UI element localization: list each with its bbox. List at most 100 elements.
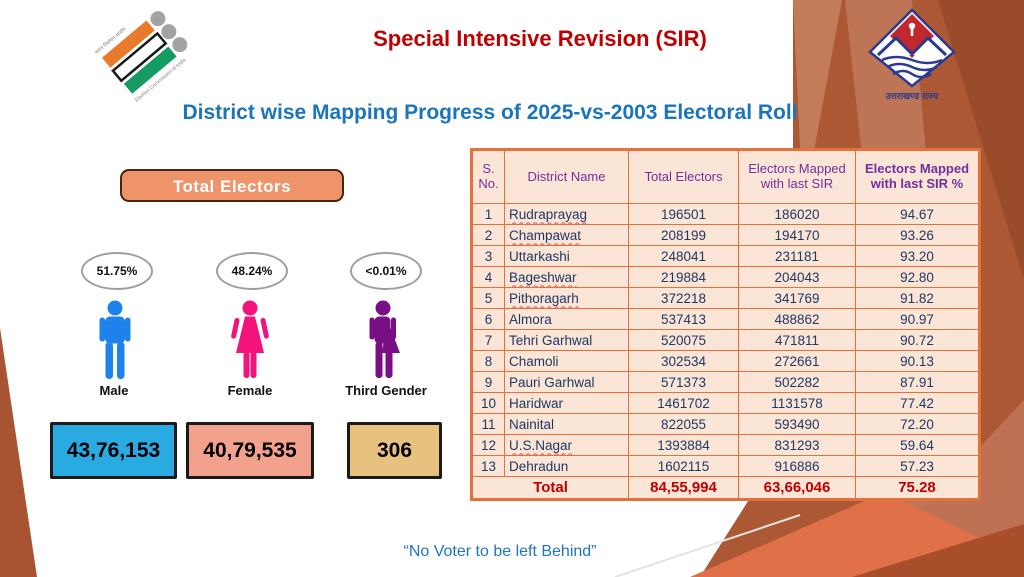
cell-total: 1602115 xyxy=(628,455,739,477)
total-percent: 75.28 xyxy=(855,476,980,500)
cell-percent: 94.67 xyxy=(855,203,980,225)
cell-mapped: 916886 xyxy=(738,455,856,477)
cell-district: Tehri Garhwal xyxy=(504,329,629,351)
cell-percent: 59.64 xyxy=(855,434,980,456)
cell-sno: 9 xyxy=(471,371,505,393)
cell-total: 196501 xyxy=(628,203,739,225)
third-gender-count-box: 306 xyxy=(347,422,442,479)
table-row: 9 Pauri Garhwal 571373 502282 87.91 xyxy=(471,371,980,393)
header-mapped: Electors Mapped with last SIR xyxy=(738,149,856,204)
cell-percent: 77.42 xyxy=(855,392,980,414)
cell-district: Dehradun xyxy=(504,455,629,477)
cell-total: 1461702 xyxy=(628,392,739,414)
cell-district: Pauri Garhwal xyxy=(504,371,629,393)
table-row: 1 Rudraprayag 196501 186020 94.67 xyxy=(471,203,980,225)
cell-sno: 8 xyxy=(471,350,505,372)
cell-total: 520075 xyxy=(628,329,739,351)
cell-percent: 93.20 xyxy=(855,245,980,267)
cell-mapped: 231181 xyxy=(738,245,856,267)
cell-sno: 3 xyxy=(471,245,505,267)
footer-quote: “No Voter to be left Behind” xyxy=(403,543,597,560)
cell-mapped: 1131578 xyxy=(738,392,856,414)
male-count-box: 43,76,153 xyxy=(50,422,177,479)
table-row: 7 Tehri Garhwal 520075 471811 90.72 xyxy=(471,329,980,351)
cell-percent: 90.13 xyxy=(855,350,980,372)
cell-mapped: 186020 xyxy=(738,203,856,225)
cell-total: 219884 xyxy=(628,266,739,288)
female-label: Female xyxy=(227,383,273,398)
table-row: 6 Almora 537413 488862 90.97 xyxy=(471,308,980,330)
table-row: 5 Pithoragarh 372218 341769 91.82 xyxy=(471,287,980,309)
cell-mapped: 471811 xyxy=(738,329,856,351)
cell-sno: 11 xyxy=(471,413,505,435)
table-total-row: Total 84,55,994 63,66,046 75.28 xyxy=(471,476,980,500)
header-sno: S. No. xyxy=(471,149,505,204)
cell-total: 537413 xyxy=(628,308,739,330)
cell-mapped: 194170 xyxy=(738,224,856,246)
cell-sno: 4 xyxy=(471,266,505,288)
cell-mapped: 502282 xyxy=(738,371,856,393)
third-gender-figure-icon xyxy=(369,300,400,378)
district-table-container: S. No. District Name Total Electors Elec… xyxy=(470,148,981,501)
cell-district: Rudraprayag xyxy=(504,203,629,225)
third-gender-label: Third Gender xyxy=(345,383,427,398)
cell-total: 208199 xyxy=(628,224,739,246)
cell-total: 248041 xyxy=(628,245,739,267)
cell-total: 372218 xyxy=(628,287,739,309)
total-mapped-sum: 63,66,046 xyxy=(738,476,856,500)
state-logo-caption: उत्तराखण्ड राज्य xyxy=(885,91,939,101)
cell-percent: 87.91 xyxy=(855,371,980,393)
eci-logo: भारत निर्वाचन आयोग Election Commission o… xyxy=(93,11,187,103)
cell-total: 822055 xyxy=(628,413,739,435)
cell-percent: 57.23 xyxy=(855,455,980,477)
cell-percent: 93.26 xyxy=(855,224,980,246)
cell-district: Champawat xyxy=(504,224,629,246)
table-row: 3 Uttarkashi 248041 231181 93.20 xyxy=(471,245,980,267)
cell-percent: 91.82 xyxy=(855,287,980,309)
page-title: Special Intensive Revision (SIR) xyxy=(373,26,707,51)
female-percent-bubble: 48.24% xyxy=(216,252,288,290)
cell-district: U.S.Nagar xyxy=(504,434,629,456)
table-row: 13 Dehradun 1602115 916886 57.23 xyxy=(471,455,980,477)
cell-mapped: 204043 xyxy=(738,266,856,288)
table-row: 11 Nainital 822055 593490 72.20 xyxy=(471,413,980,435)
female-figure-icon xyxy=(231,300,269,378)
table-row: 12 U.S.Nagar 1393884 831293 59.64 xyxy=(471,434,980,456)
cell-total: 302534 xyxy=(628,350,739,372)
cell-mapped: 341769 xyxy=(738,287,856,309)
cell-mapped: 593490 xyxy=(738,413,856,435)
cell-percent: 90.72 xyxy=(855,329,980,351)
cell-mapped: 272661 xyxy=(738,350,856,372)
male-figure-icon xyxy=(99,300,131,379)
cell-sno: 5 xyxy=(471,287,505,309)
cell-sno: 7 xyxy=(471,329,505,351)
district-mapping-table: S. No. District Name Total Electors Elec… xyxy=(470,148,981,501)
table-row: 8 Chamoli 302534 272661 90.13 xyxy=(471,350,980,372)
page-subtitle: District wise Mapping Progress of 2025-v… xyxy=(182,101,798,124)
uttarakhand-state-logo: उत्तराखण्ड राज्य xyxy=(868,8,956,101)
cell-total: 1393884 xyxy=(628,434,739,456)
cell-sno: 6 xyxy=(471,308,505,330)
cell-district: Nainital xyxy=(504,413,629,435)
cell-sno: 1 xyxy=(471,203,505,225)
cell-district: Pithoragarh xyxy=(504,287,629,309)
header-total-electors: Total Electors xyxy=(628,149,739,204)
cell-sno: 10 xyxy=(471,392,505,414)
cell-percent: 72.20 xyxy=(855,413,980,435)
cell-percent: 92.80 xyxy=(855,266,980,288)
cell-mapped: 831293 xyxy=(738,434,856,456)
cell-district: Chamoli xyxy=(504,350,629,372)
cell-district: Haridwar xyxy=(504,392,629,414)
table-row: 4 Bageshwar 219884 204043 92.80 xyxy=(471,266,980,288)
cell-district: Bageshwar xyxy=(504,266,629,288)
header-mapped-percent: Electors Mapped with last SIR % xyxy=(855,149,980,204)
male-label: Male xyxy=(99,383,129,398)
cell-percent: 90.97 xyxy=(855,308,980,330)
cell-mapped: 488862 xyxy=(738,308,856,330)
table-row: 2 Champawat 208199 194170 93.26 xyxy=(471,224,980,246)
district-table-body: 1 Rudraprayag 196501 186020 94.67 2 Champawat 2… xyxy=(471,203,980,477)
total-electors-badge: Total Electors xyxy=(120,169,344,202)
cell-sno: 2 xyxy=(471,224,505,246)
cell-sno: 13 xyxy=(471,455,505,477)
third-gender-percent-bubble: <0.01% xyxy=(350,252,422,290)
